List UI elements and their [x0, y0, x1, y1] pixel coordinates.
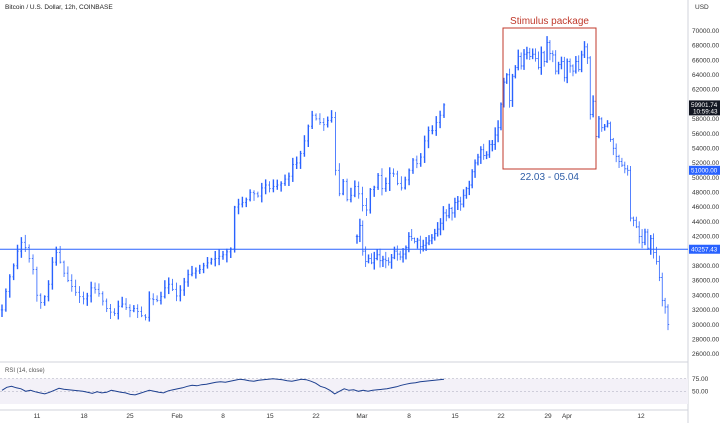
rsi-pane: RSI (14, close) 75.00 50.00: [0, 361, 709, 404]
y-tick-label: 70000.00: [692, 28, 719, 35]
price-tag: [689, 244, 720, 254]
y-tick-label: 36000.00: [692, 278, 719, 285]
x-tick-label: 8: [407, 413, 411, 420]
y-tick-label: 32000.00: [692, 307, 719, 314]
x-tick-label: 12: [637, 413, 645, 420]
y-tick-label: 42000.00: [692, 234, 719, 241]
annotation-title: Stimulus package: [510, 16, 589, 27]
x-tick-label: 18: [80, 413, 88, 420]
y-tick-label: 54000.00: [692, 145, 719, 152]
y-tick-label: 46000.00: [692, 204, 719, 211]
y-tick-label: 26000.00: [692, 351, 719, 358]
rsi-tick-label: 50.00: [692, 389, 709, 396]
chart-title: Bitcoin / U.S. Dollar, 12h, COINBASE: [5, 4, 113, 11]
price-tag-label: 59901.74: [691, 102, 718, 109]
x-tick-label: 22: [312, 413, 320, 420]
y-tick-label: 56000.00: [692, 131, 719, 138]
y-tick-label: 50000.00: [692, 175, 719, 182]
y-tick-label: 66000.00: [692, 57, 719, 64]
price-axis: 70000.00 68000.00 66000.00 64000.00 62000.00…: [687, 0, 719, 423]
rsi-tick-label: 75.00: [692, 376, 709, 383]
stimulus-annotation: Stimulus package 22.03 - 05.04: [502, 16, 597, 183]
y-tick-label: 44000.00: [692, 219, 719, 226]
x-tick-label: 29: [544, 413, 552, 420]
annotation-box: [502, 27, 597, 170]
y-tick-label: 62000.00: [692, 87, 719, 94]
y-tick-label: 34000.00: [692, 292, 719, 299]
currency-label: USD: [695, 4, 709, 11]
y-tick-label: 68000.00: [692, 43, 719, 50]
y-tick-label: 64000.00: [692, 72, 719, 79]
rsi-label: RSI (14, close): [5, 368, 45, 374]
x-tick-label: Mar: [356, 413, 368, 420]
y-tick-label: 48000.00: [692, 190, 719, 197]
x-tick-label: 11: [34, 413, 41, 420]
price-tag-label: 40257.43: [691, 246, 718, 253]
price-tag: [689, 165, 720, 175]
y-tick-label: 58000.00: [692, 116, 719, 123]
annotation-date-range: 22.03 - 05.04: [520, 172, 579, 183]
price-bars: [0, 36, 670, 331]
x-tick-label: 25: [126, 413, 134, 420]
x-tick-label: Feb: [171, 413, 183, 420]
x-tick-label: 15: [451, 413, 459, 420]
price-tag-time: 10:59:43: [693, 108, 718, 115]
y-tick-label: 28000.00: [692, 337, 719, 344]
price-tag: [689, 100, 720, 116]
time-axis: 11 18 25 Feb 8 15 22 Mar 8 15 22 29 Apr 12: [0, 409, 688, 420]
price-tag-label: 51000.00: [691, 167, 718, 174]
x-tick-label: 8: [221, 413, 225, 420]
y-tick-label: 30000.00: [692, 322, 719, 329]
y-tick-label: 52000.00: [692, 160, 719, 167]
y-tick-label: 38000.00: [692, 263, 719, 270]
x-tick-label: 22: [497, 413, 505, 420]
rsi-line: [1, 378, 445, 396]
x-tick-label: Apr: [562, 413, 573, 420]
x-tick-label: 15: [266, 413, 274, 420]
